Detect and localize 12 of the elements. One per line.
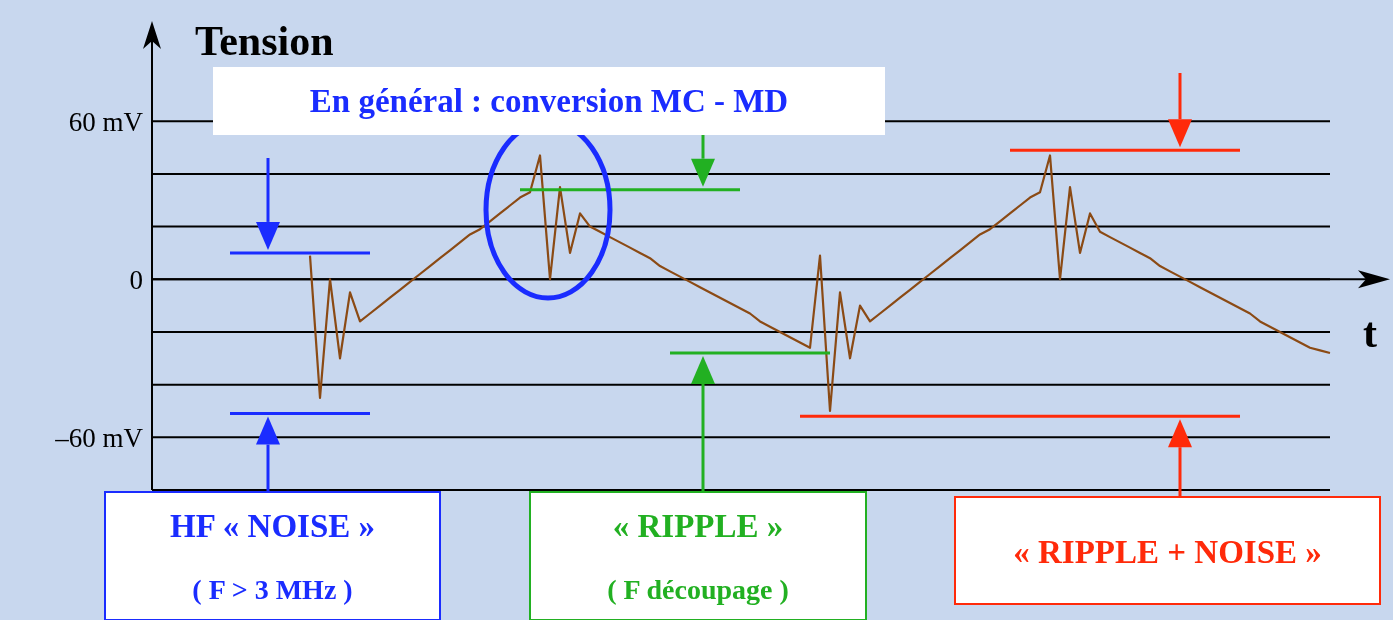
text: HF « NOISE » — [169, 508, 376, 544]
text: ( F > 3 MHz ) — [192, 574, 353, 605]
y-tick-label: –60 mV — [54, 422, 144, 453]
text: « RIPPLE + NOISE » — [1013, 533, 1322, 570]
line-series — [308, 154, 1332, 413]
annotation: En général : conversion MC - MD — [309, 83, 789, 119]
y-axis-title: Tension — [195, 18, 334, 64]
x-axis-title: t — [1363, 310, 1377, 356]
text: ( F découpage ) — [607, 574, 789, 605]
y-tick-label: 0 — [129, 264, 143, 295]
text: « RIPPLE » — [612, 508, 784, 544]
y-tick-label: 60 mV — [68, 106, 144, 137]
